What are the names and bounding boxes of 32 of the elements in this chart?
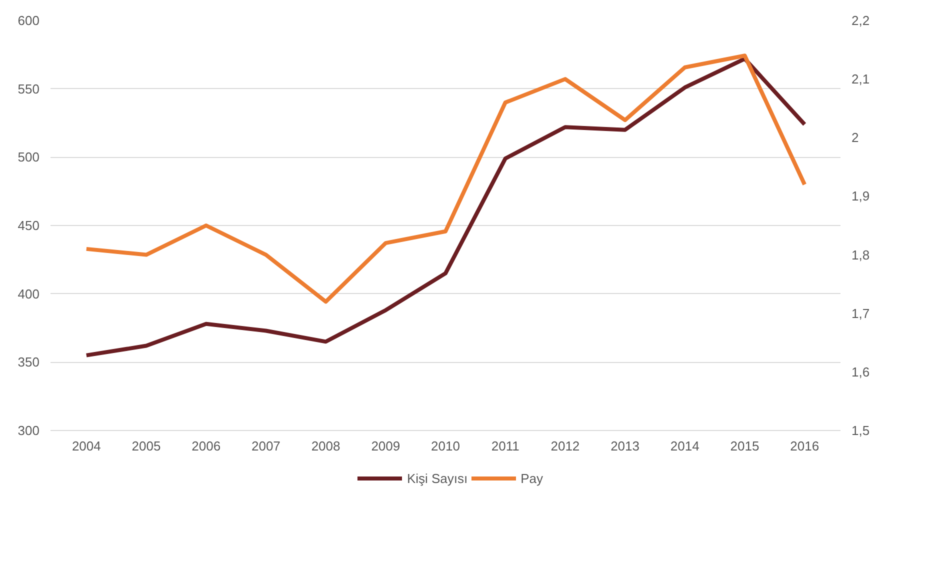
y-tick-label: 550 bbox=[18, 81, 40, 96]
x-tick-label: 2011 bbox=[491, 438, 520, 454]
x-tick-label: 2007 bbox=[251, 438, 280, 454]
x-tick-label: 2012 bbox=[550, 438, 580, 454]
y2-tick-label: 1,8 bbox=[852, 247, 870, 262]
y-tick-label: 400 bbox=[18, 286, 40, 302]
y2-tick-label: 2,2 bbox=[852, 13, 870, 28]
y-tick-label: 450 bbox=[18, 218, 40, 233]
x-tick-label: 2015 bbox=[730, 438, 760, 454]
legend-label: Pay bbox=[520, 470, 544, 486]
y-tick-label: 350 bbox=[18, 354, 40, 370]
x-tick-label: 2005 bbox=[132, 438, 161, 454]
line-series bbox=[84, 54, 807, 304]
x-tick-label: 2010 bbox=[431, 438, 460, 454]
y-tick-label: 300 bbox=[18, 423, 40, 438]
y-tick-label: 600 bbox=[18, 13, 40, 28]
x-tick-label: 2013 bbox=[610, 438, 640, 454]
legend-label: Kişi Sayısı bbox=[406, 470, 468, 486]
y2-tick-label: 1,5 bbox=[852, 423, 870, 438]
y2-tick-label: 2,1 bbox=[852, 72, 870, 87]
y2-tick-label: 1,6 bbox=[852, 364, 870, 380]
x-tick-label: 2009 bbox=[371, 438, 400, 454]
y2-tick-label: 2 bbox=[852, 130, 859, 146]
line-series bbox=[84, 56, 807, 358]
x-tick-label: 2014 bbox=[670, 438, 700, 454]
y2-tick-label: 1,7 bbox=[852, 306, 870, 321]
y-tick-label: 500 bbox=[18, 150, 40, 165]
x-tick-label: 2008 bbox=[311, 438, 340, 454]
y2-tick-label: 1,9 bbox=[852, 188, 870, 204]
x-tick-label: 2004 bbox=[72, 438, 101, 454]
x-tick-label: 2016 bbox=[790, 438, 820, 454]
x-tick-label: 2006 bbox=[192, 438, 221, 454]
